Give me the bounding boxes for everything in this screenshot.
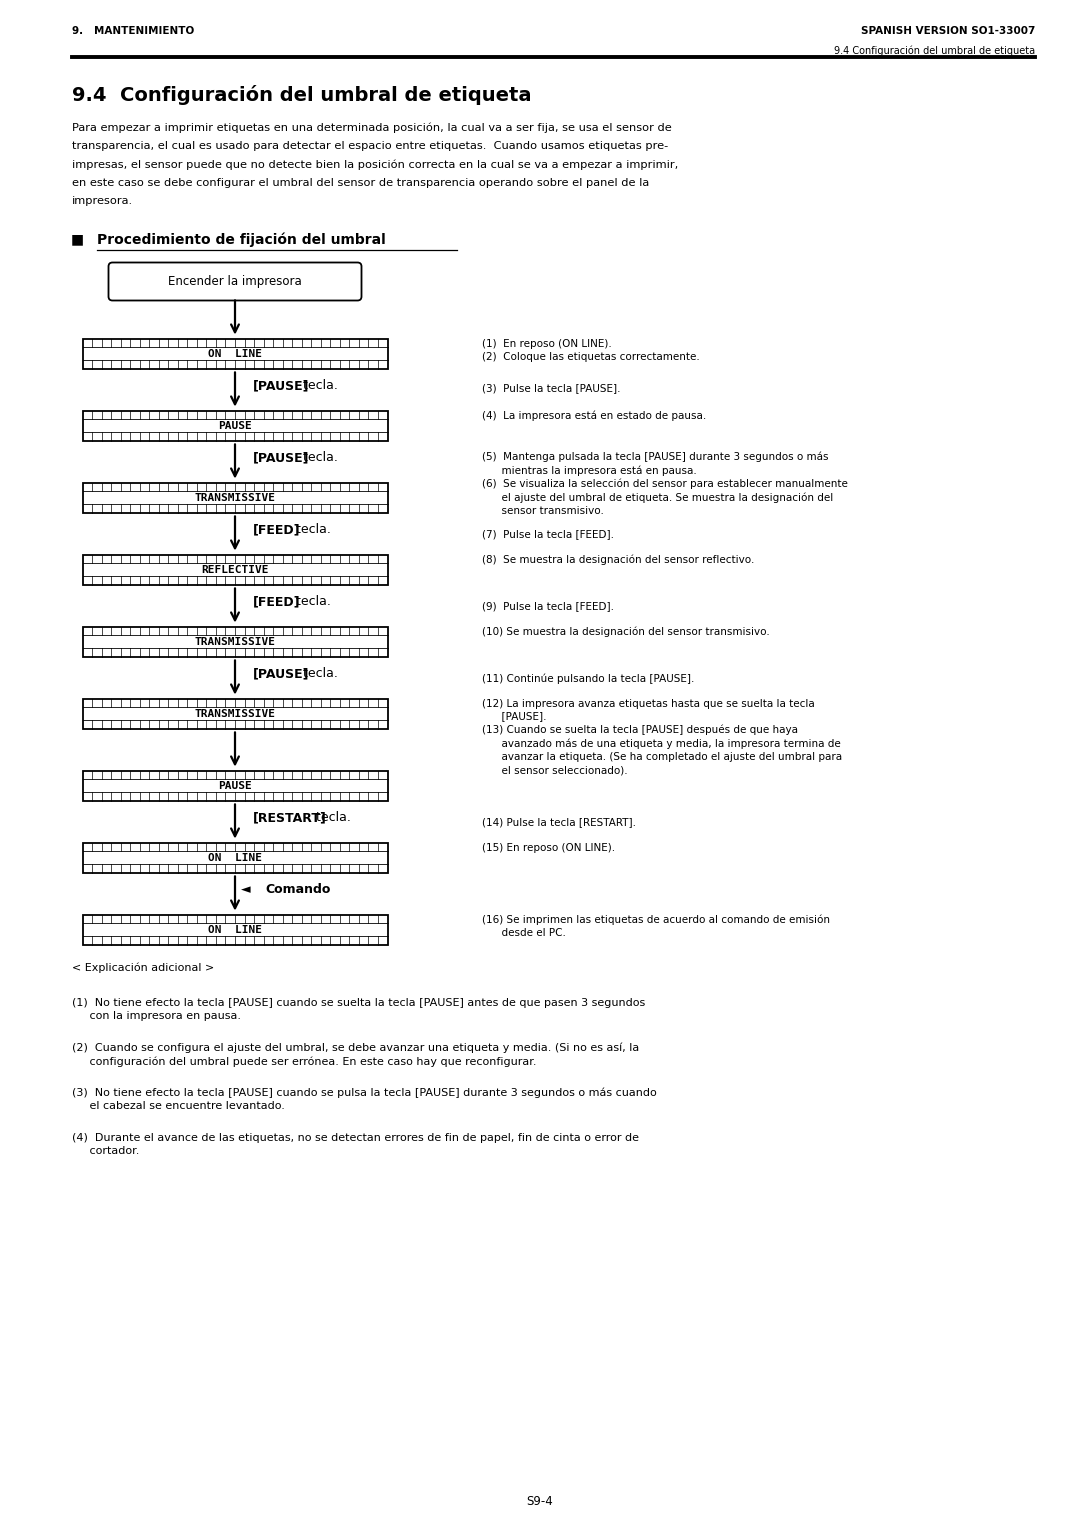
Bar [82, 842, 388, 872]
Text: [FEED]: [FEED] [253, 523, 300, 536]
Text: tecla.: tecla. [292, 523, 330, 536]
Text: tecla.: tecla. [298, 451, 337, 465]
Text: [PAUSE]: [PAUSE] [253, 451, 310, 465]
Text: (2)  Cuando se configura el ajuste del umbral, se debe avanzar una etiqueta y me: (2) Cuando se configura el ajuste del um… [72, 1042, 639, 1067]
Text: impresas, el sensor puede que no detecte bien la posición correcta en la cual se: impresas, el sensor puede que no detecte… [72, 159, 678, 170]
Bar [82, 339, 388, 368]
Text: [FEED]: [FEED] [253, 594, 300, 608]
Text: (3)  Pulse la tecla [PAUSE].: (3) Pulse la tecla [PAUSE]. [482, 384, 621, 394]
Text: impresora.: impresora. [72, 196, 133, 206]
Text: tecla.: tecla. [292, 594, 330, 608]
Text: [PAUSE]: [PAUSE] [253, 379, 310, 393]
Text: 9.   MANTENIMIENTO: 9. MANTENIMIENTO [72, 26, 194, 37]
Text: ON  LINE: ON LINE [208, 348, 262, 359]
Text: ■: ■ [71, 232, 84, 246]
Text: Encender la impresora: Encender la impresora [168, 275, 302, 287]
Text: S9-4: S9-4 [527, 1494, 553, 1508]
Text: ◄: ◄ [241, 883, 251, 895]
Text: en este caso se debe configurar el umbral del sensor de transparencia operando s: en este caso se debe configurar el umbra… [72, 177, 649, 188]
Text: [PAUSE]: [PAUSE] [253, 668, 310, 680]
Bar [82, 770, 388, 801]
Text: (11) Continúe pulsando la tecla [PAUSE].: (11) Continúe pulsando la tecla [PAUSE]. [482, 674, 694, 685]
Bar [82, 483, 388, 512]
Text: PAUSE: PAUSE [218, 420, 252, 431]
Text: (16) Se imprimen las etiquetas de acuerdo al comando de emisión
      desde el P: (16) Se imprimen las etiquetas de acuerd… [482, 914, 831, 938]
Text: TRANSMISSIVE: TRANSMISSIVE [194, 637, 275, 646]
Text: transparencia, el cual es usado para detectar el espacio entre etiquetas.  Cuand: transparencia, el cual es usado para det… [72, 141, 669, 150]
Text: 9.4  Configuración del umbral de etiqueta: 9.4 Configuración del umbral de etiqueta [72, 86, 531, 105]
Text: TRANSMISSIVE: TRANSMISSIVE [194, 492, 275, 503]
Text: (5)  Mantenga pulsada la tecla [PAUSE] durante 3 segundos o más
      mientras l: (5) Mantenga pulsada la tecla [PAUSE] du… [482, 451, 848, 516]
Text: ON  LINE: ON LINE [208, 853, 262, 862]
Text: Comando: Comando [265, 883, 330, 895]
Text: (15) En reposo (ON LINE).: (15) En reposo (ON LINE). [482, 842, 616, 853]
Text: (7)  Pulse la tecla [FEED].: (7) Pulse la tecla [FEED]. [482, 530, 615, 539]
Text: (14) Pulse la tecla [RESTART].: (14) Pulse la tecla [RESTART]. [482, 817, 636, 828]
Text: < Explicación adicional >: < Explicación adicional > [72, 963, 214, 973]
Text: (4)  Durante el avance de las etiquetas, no se detectan errores de fin de papel,: (4) Durante el avance de las etiquetas, … [72, 1132, 639, 1155]
Text: tecla.: tecla. [298, 668, 337, 680]
Text: Para empezar a imprimir etiquetas en una determinada posición, la cual va a ser : Para empezar a imprimir etiquetas en una… [72, 122, 672, 133]
Text: 9.4 Configuración del umbral de etiqueta: 9.4 Configuración del umbral de etiqueta [834, 44, 1035, 55]
Text: REFLECTIVE: REFLECTIVE [201, 564, 269, 575]
Text: (12) La impresora avanza etiquetas hasta que se suelta la tecla
      [PAUSE].
(: (12) La impresora avanza etiquetas hasta… [482, 698, 842, 775]
Bar [82, 914, 388, 944]
Text: ON  LINE: ON LINE [208, 924, 262, 935]
Bar [82, 698, 388, 729]
Text: tecla.: tecla. [298, 379, 337, 393]
FancyBboxPatch shape [108, 263, 362, 301]
Text: PAUSE: PAUSE [218, 781, 252, 790]
Bar [82, 626, 388, 657]
Text: (4)  La impresora está en estado de pausa.: (4) La impresora está en estado de pausa… [482, 411, 706, 422]
Text: tecla.: tecla. [311, 811, 350, 824]
Bar [82, 411, 388, 440]
Text: [RESTART]: [RESTART] [253, 811, 327, 824]
Text: (10) Se muestra la designación del sensor transmisivo.: (10) Se muestra la designación del senso… [482, 626, 770, 637]
Text: TRANSMISSIVE: TRANSMISSIVE [194, 709, 275, 718]
Bar [82, 555, 388, 585]
Text: (1)  No tiene efecto la tecla [PAUSE] cuando se suelta la tecla [PAUSE] antes de: (1) No tiene efecto la tecla [PAUSE] cua… [72, 998, 645, 1021]
Text: SPANISH VERSION SO1-33007: SPANISH VERSION SO1-33007 [861, 26, 1035, 37]
Text: (1)  En reposo (ON LINE).
(2)  Coloque las etiquetas correctamente.: (1) En reposo (ON LINE). (2) Coloque las… [482, 339, 700, 362]
Text: (8)  Se muestra la designación del sensor reflectivo.: (8) Se muestra la designación del sensor… [482, 555, 754, 565]
Text: (3)  No tiene efecto la tecla [PAUSE] cuando se pulsa la tecla [PAUSE] durante 3: (3) No tiene efecto la tecla [PAUSE] cua… [72, 1088, 657, 1111]
Text: Procedimiento de fijación del umbral: Procedimiento de fijación del umbral [97, 232, 386, 248]
Text: (9)  Pulse la tecla [FEED].: (9) Pulse la tecla [FEED]. [482, 602, 615, 611]
